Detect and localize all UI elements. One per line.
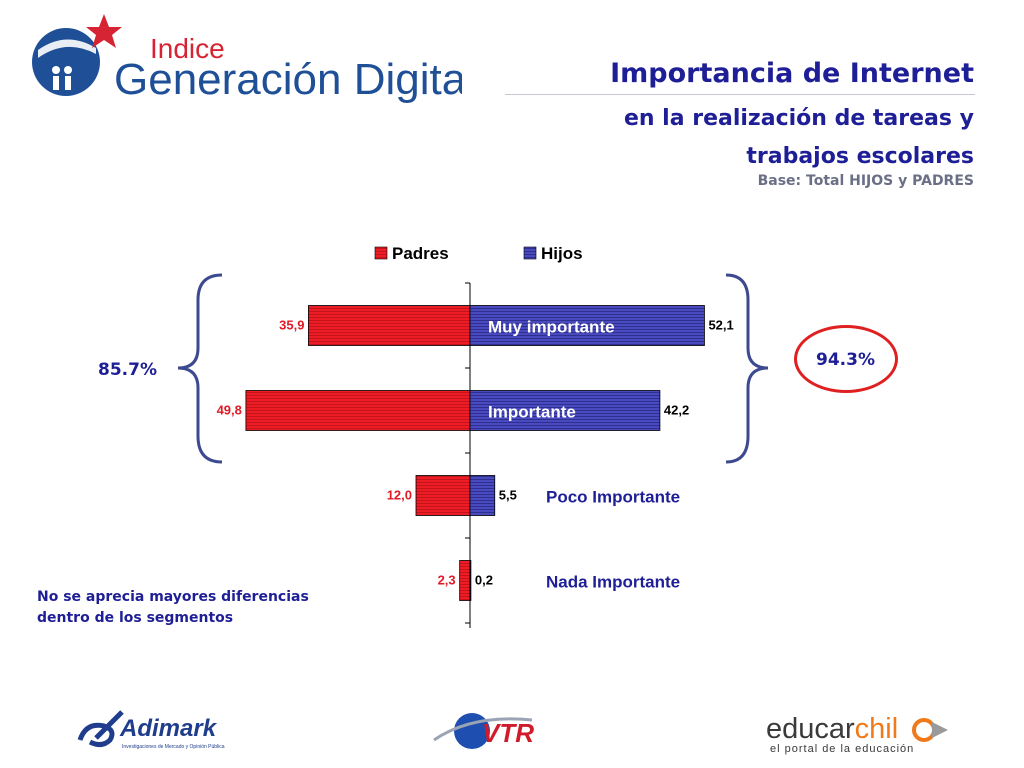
subtitle-line-2: trabajos escolares xyxy=(746,144,974,169)
category-label: Poco Importante xyxy=(546,488,680,507)
chart-labels: 35,9 52,1 Muy importante 49,8 42,2 Importante… xyxy=(217,318,734,592)
educarchile-tagline: el portal de la educación xyxy=(770,743,914,755)
logo-main-text: Generación Digital xyxy=(114,55,462,104)
footnote-line-1: No se aprecia mayores diferencias xyxy=(37,589,309,605)
padres-total-label: 85.7% xyxy=(98,360,157,380)
indice-generacion-digital-logo: Indice Generación Digital xyxy=(32,14,462,104)
adimark-swirl-icon xyxy=(77,710,124,748)
chart-bars xyxy=(245,305,705,601)
right-brace xyxy=(725,273,769,464)
legend-swatch-padres xyxy=(374,246,388,260)
data-label-hijos: 5,5 xyxy=(499,488,517,503)
subtitle-line-1: en la realización de tareas y xyxy=(623,106,974,131)
bar-padres xyxy=(415,475,471,516)
bar-hijos xyxy=(469,475,496,516)
adimark-tagline: Investigaciones de Mercado y Opinión Púb… xyxy=(122,744,225,750)
bar-hijos xyxy=(469,560,472,601)
vtr-name: VTR xyxy=(482,718,534,748)
adimark-logo: Adimark Investigaciones de Mercado y Opi… xyxy=(77,710,225,750)
bar-hijos xyxy=(469,305,705,346)
data-label-padres: 2,3 xyxy=(438,573,456,588)
hijos-total-ring xyxy=(794,325,898,393)
hijos-total-label: 94.3% xyxy=(816,350,875,370)
educarchile-e-icon xyxy=(912,718,936,742)
category-label: Nada Importante xyxy=(546,573,680,592)
bar-padres xyxy=(308,305,471,346)
data-label-padres: 12,0 xyxy=(387,488,412,503)
data-label-padres: 49,8 xyxy=(217,403,242,418)
left-brace xyxy=(177,273,223,464)
title-divider xyxy=(505,94,975,95)
footnote-line-2: dentro de los segmentos xyxy=(37,610,234,626)
educarchile-part2: chil xyxy=(855,713,899,745)
educarchile-arrow-icon xyxy=(932,722,948,738)
base-note: Base: Total HIJOS y PADRES xyxy=(757,173,974,189)
vtr-logo: VTR xyxy=(433,713,534,749)
adimark-name: Adimark xyxy=(119,715,218,742)
bar-hijos xyxy=(469,390,661,431)
page-subtitle: en la realización de tareas y trabajos e… xyxy=(574,100,974,176)
data-label-hijos: 42,2 xyxy=(664,403,689,418)
category-label: Muy importante xyxy=(488,318,615,337)
educarchile-logo: educarchil el portal de la educación xyxy=(766,713,948,755)
svg-text:educarchil: educarchil xyxy=(766,713,898,745)
legend-swatch-hijos xyxy=(523,246,537,260)
category-label: Importante xyxy=(488,403,576,422)
educarchile-part1: educar xyxy=(766,713,855,745)
bar-padres xyxy=(245,390,471,431)
data-label-hijos: 0,2 xyxy=(475,573,493,588)
star-icon xyxy=(86,14,122,48)
legend-label-hijos: Hijos xyxy=(541,244,583,263)
legend-label-padres: Padres xyxy=(392,244,449,263)
chart-legend: Padres Hijos xyxy=(374,244,583,263)
footnote: No se aprecia mayores diferencias dentro… xyxy=(37,587,347,629)
data-label-hijos: 52,1 xyxy=(708,318,733,333)
logo-top-line: Indice xyxy=(150,33,225,64)
page-title: Importancia de Internet xyxy=(610,58,974,89)
bar-padres xyxy=(459,560,471,601)
data-label-padres: 35,9 xyxy=(279,318,304,333)
